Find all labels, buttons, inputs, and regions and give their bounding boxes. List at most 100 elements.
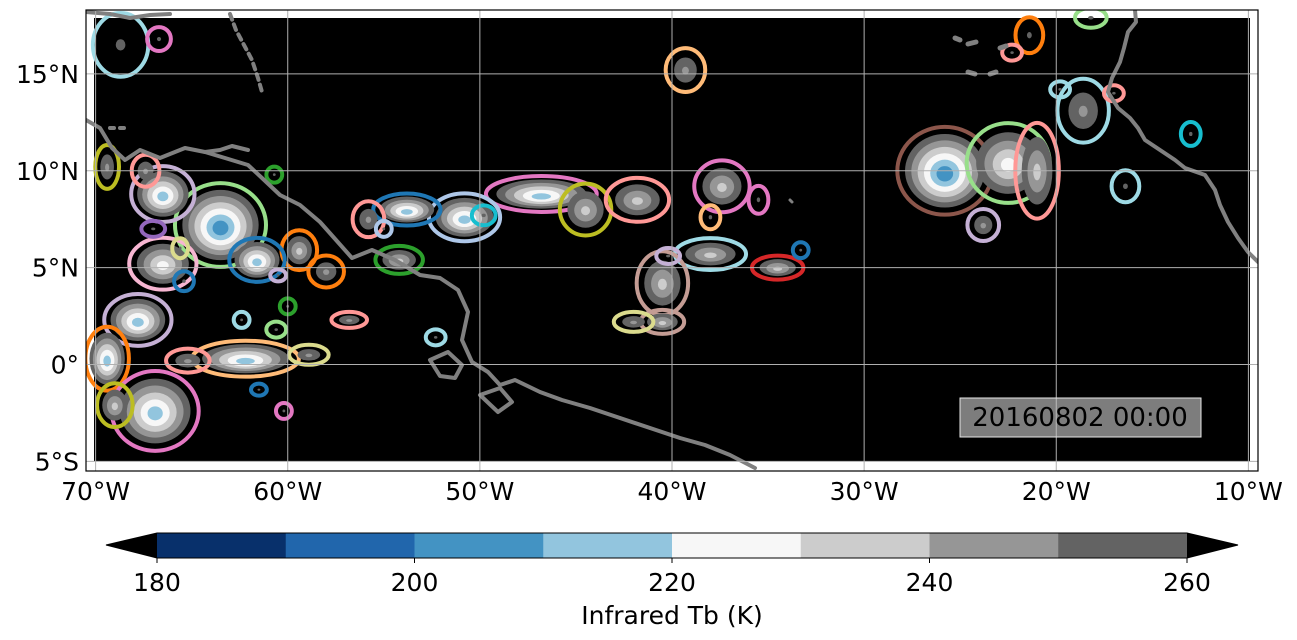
cloud-system-48	[654, 246, 683, 266]
colorbar-under-arrow	[106, 533, 157, 558]
cloud-contour	[581, 206, 591, 216]
colorbar-bin-3	[543, 533, 673, 558]
cloud-contour	[1112, 91, 1116, 95]
cloud-track-outline	[611, 309, 656, 334]
cloud-track-outline	[698, 203, 723, 232]
cloud-system-10	[1048, 79, 1072, 100]
latitude-tick-labels: 15°N 10°N 5°N 0° 5°S	[16, 60, 79, 476]
cloud-contour	[252, 258, 262, 267]
cloud-contour	[1078, 105, 1088, 117]
cloud-contour	[305, 353, 313, 358]
lon-tick-label-4: 30°W	[830, 477, 899, 506]
amazon-delta-coastline	[428, 350, 464, 380]
cloud-track-outline	[692, 158, 752, 215]
cloud-contour	[980, 222, 987, 229]
lon-tick-label-5: 20°W	[1022, 477, 1091, 506]
cloud-system-16	[603, 175, 672, 224]
cloud-contour	[236, 357, 255, 365]
lat-tick-label-0: 15°N	[16, 60, 79, 89]
colorbar-bin-6	[929, 533, 1059, 558]
amazon-delta-island	[478, 386, 514, 414]
cloud-track-outline	[231, 309, 252, 330]
cloud-contour	[481, 213, 486, 218]
colorbar-bin-0	[157, 533, 287, 558]
lesser-antilles-coastline	[228, 12, 264, 94]
lon-tick-label-0: 70°W	[61, 477, 130, 506]
cloud-track-outline	[264, 319, 289, 340]
cloud-contour	[131, 317, 144, 327]
cloud-system-46	[790, 240, 811, 261]
cloud-system-33	[102, 291, 174, 348]
cloud-track-outline	[1178, 119, 1203, 148]
cloud-contour	[103, 355, 111, 367]
cloud-contour	[323, 269, 330, 275]
map-frame	[85, 9, 1259, 472]
cloud-track-outline	[373, 243, 425, 276]
colorbar-bin-1	[285, 533, 415, 558]
cloud-contour	[1033, 163, 1041, 181]
cloud-track-outline	[483, 174, 599, 214]
cloud-contour	[1026, 32, 1032, 39]
cloud-system-28	[227, 235, 287, 284]
cloud-track-outline	[264, 164, 285, 185]
lat-tick-label-4: 5°S	[35, 447, 79, 476]
cloud-system-3	[1055, 76, 1111, 145]
trinidad-coastline	[203, 144, 250, 154]
cloud-track-outline	[172, 269, 196, 294]
cloud-contour	[257, 388, 261, 391]
cloud-track-outline	[423, 327, 448, 348]
cloud-system-17	[692, 158, 752, 215]
cloud-contour	[276, 274, 280, 277]
cloud-system-45	[746, 183, 771, 216]
cloud-track-outline	[1013, 15, 1046, 56]
cloud-system-52	[170, 236, 191, 261]
cloud-contour	[1058, 88, 1062, 91]
cloud-track-outline	[1073, 10, 1109, 30]
cloud-system-56	[231, 309, 252, 330]
cloud-contour	[708, 215, 713, 220]
timestamp-box: 20160802 00:00	[959, 397, 1202, 438]
cloud-contour	[365, 216, 372, 223]
cloud-track-outline	[746, 183, 771, 216]
cloud-track-outline	[1055, 76, 1111, 145]
cloud-system-51	[139, 218, 168, 239]
cloud-contour	[111, 402, 118, 411]
colorbar-bin-7	[1058, 533, 1188, 558]
cloud-contour	[704, 252, 717, 259]
cloud-contour	[346, 319, 353, 322]
cape-verde-islands	[952, 35, 1009, 77]
lat-tick-label-1: 10°N	[16, 157, 79, 186]
cloud-contour	[531, 193, 552, 200]
cloud-system-5	[1178, 119, 1203, 148]
cloud-contour	[274, 328, 278, 331]
cloud-track-outline	[86, 324, 131, 393]
cloud-contour	[400, 209, 413, 215]
cloud-track-outline	[227, 235, 287, 284]
cloud-contour	[756, 197, 761, 203]
lon-tick-label-2: 50°W	[445, 477, 514, 506]
cloud-track-outline	[95, 381, 135, 430]
cloud-contour	[1088, 16, 1094, 20]
cloud-contour	[799, 248, 803, 252]
cloud-track-outline	[249, 381, 269, 398]
cloud-system-41	[663, 46, 708, 94]
cloud-track-outline	[373, 218, 394, 239]
cloud-contour	[105, 163, 110, 172]
cloud-track-outline	[164, 346, 212, 375]
cloud-contour	[658, 320, 667, 326]
cloud-system-47	[469, 203, 498, 228]
cloud-contour	[156, 36, 162, 42]
cloud-contour	[282, 409, 286, 413]
cloud-contour	[296, 247, 303, 255]
colorbar-bin-5	[800, 533, 930, 558]
west-africa-coastline	[1106, 10, 1258, 264]
cloud-system-40	[329, 309, 370, 330]
cloud-contour	[666, 254, 671, 258]
lat-lon-gridlines	[86, 10, 1258, 471]
cloud-contour	[157, 191, 169, 202]
lat-tick-label-2: 5°N	[32, 254, 79, 283]
cloud-system-44	[698, 203, 723, 232]
colorbar-tick-label-0: 180	[133, 568, 181, 597]
cloud-system-14	[371, 191, 443, 228]
